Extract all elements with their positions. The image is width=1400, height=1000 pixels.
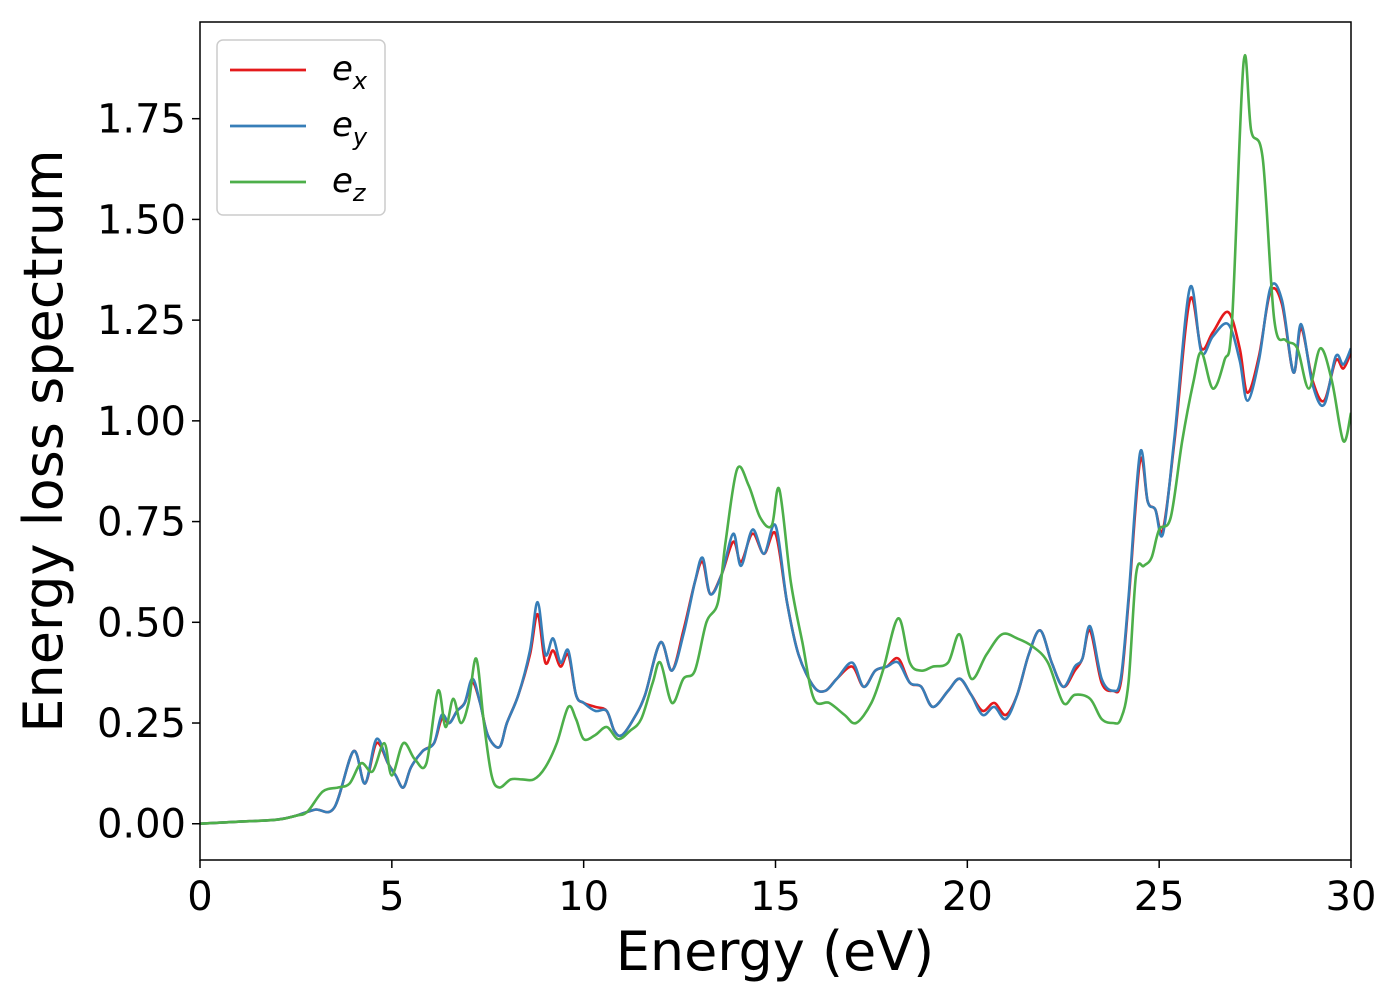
series-line-e-x — [200, 286, 1351, 825]
x-axis-title: Energy (eV) — [616, 920, 935, 983]
y-tick-label: 1.75 — [97, 97, 186, 143]
legend-label: ez — [332, 161, 367, 207]
series-line-e-z — [200, 53, 1351, 825]
y-tick-label: 0.00 — [97, 802, 186, 848]
x-tick-label: 15 — [750, 874, 801, 920]
y-axis-title: Energy loss spectrum — [12, 149, 75, 732]
legend-label-subscript: y — [352, 123, 368, 151]
legend-label-base: e — [332, 161, 353, 201]
y-tick-label: 0.25 — [97, 701, 186, 747]
x-tick-label: 20 — [942, 874, 993, 920]
y-axis: 0.00 0.25 0.50 0.75 1.00 1.25 1.50 1.75 — [97, 97, 200, 848]
y-tick-label: 0.50 — [97, 600, 186, 646]
x-axis: 0 5 10 15 20 25 30 — [187, 860, 1376, 920]
series-layer — [200, 53, 1351, 825]
legend-label: ey — [332, 105, 368, 151]
legend-box — [216, 39, 386, 216]
legend-label-base: e — [332, 105, 353, 145]
y-tick-label: 1.25 — [97, 298, 186, 344]
y-tick-label: 1.00 — [97, 399, 186, 445]
legend-label-subscript: x — [352, 67, 368, 95]
x-tick-label: 5 — [379, 874, 404, 920]
x-tick-label: 0 — [187, 874, 212, 920]
series-line-e-y — [200, 282, 1351, 825]
legend-label: ex — [332, 49, 368, 95]
legend-label-subscript: z — [352, 179, 367, 207]
x-tick-label: 10 — [558, 874, 609, 920]
y-tick-label: 1.50 — [97, 197, 186, 243]
x-tick-label: 25 — [1134, 874, 1185, 920]
x-tick-label: 30 — [1326, 874, 1377, 920]
y-tick-label: 0.75 — [97, 500, 186, 546]
legend-label-base: e — [332, 49, 353, 89]
